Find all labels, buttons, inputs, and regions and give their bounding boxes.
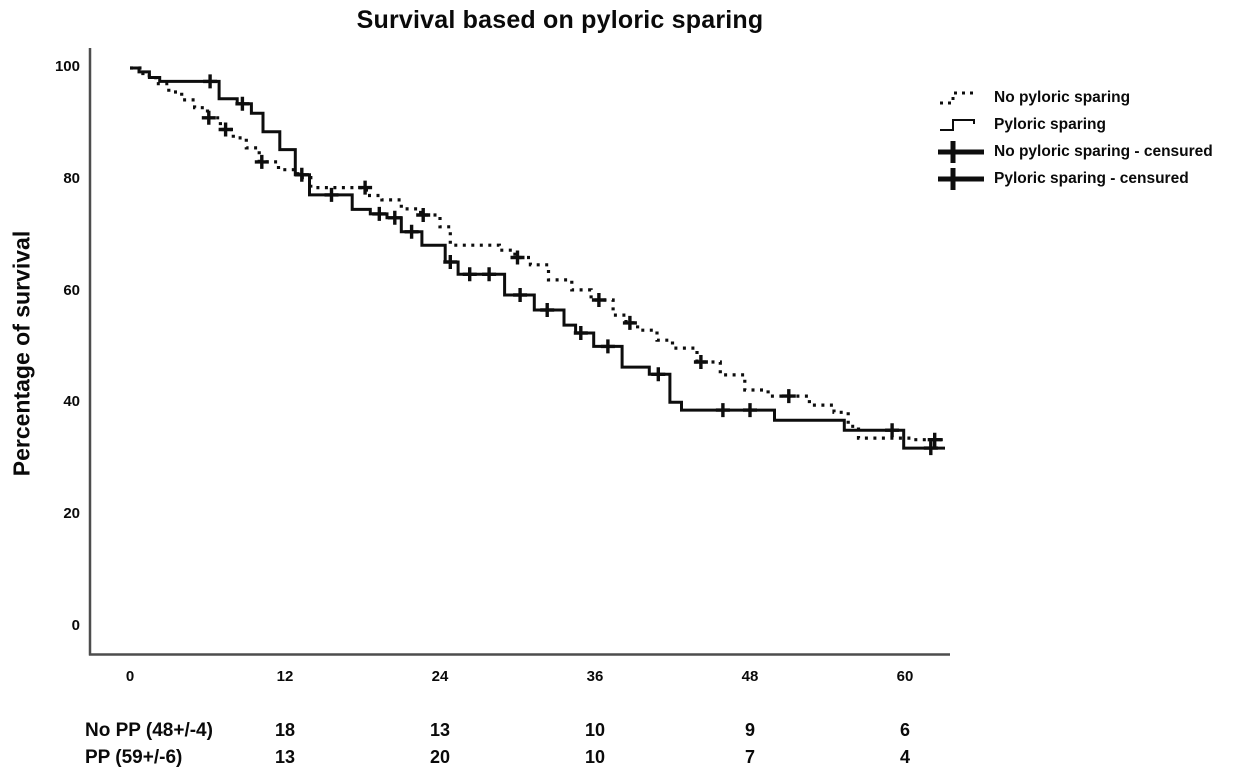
censor-mark [254, 154, 269, 169]
solid-step-line-icon [940, 118, 975, 131]
x-tick-48: 48 [741, 668, 759, 685]
chart-title: Survival based on pyloric sparing [356, 6, 764, 34]
risk-row-label-pp: PP (59+/-6) [85, 747, 183, 768]
x-tick-36: 36 [586, 668, 604, 685]
y-tick-80: 80 [63, 170, 80, 187]
censor-mark [416, 208, 431, 222]
series-dotted [130, 66, 948, 442]
legend-label: No pyloric sparing [994, 88, 1131, 106]
censor-mark [651, 367, 666, 382]
risk-count: 6 [899, 720, 910, 740]
censor-mark [573, 326, 588, 340]
censor-mark [404, 224, 419, 239]
censor-mark [443, 255, 458, 269]
x-tick-60: 60 [896, 668, 914, 685]
censor-plus-icon [938, 140, 984, 163]
legend-label: No pyloric sparing - censured [994, 142, 1213, 160]
censor-mark [324, 187, 339, 202]
risk-count: 13 [429, 720, 451, 740]
y-tick-100: 100 [54, 58, 80, 75]
censor-plus-icon [938, 167, 984, 190]
censor-mark [715, 403, 730, 418]
censor-mark [372, 206, 387, 221]
risk-count: 13 [274, 747, 296, 767]
dotted-step-line-icon [940, 91, 978, 104]
axis-lines [88, 48, 950, 656]
censor-mark [591, 293, 606, 307]
y-tick-20: 20 [63, 505, 80, 522]
censor-mark [622, 315, 637, 330]
x-tick-24: 24 [431, 668, 449, 685]
y-tick-0: 0 [71, 617, 80, 634]
legend-item-no-pyloric-sparing-censured: No pyloric sparing - censured [938, 138, 1213, 165]
series-solid [130, 66, 945, 450]
x-tick-12: 12 [276, 668, 294, 685]
censor-mark [358, 180, 373, 195]
censor-mark [693, 355, 708, 369]
censor-mark [201, 110, 216, 125]
risk-count: 4 [899, 747, 910, 767]
censor-mark [387, 210, 402, 225]
risk-count: 7 [744, 747, 755, 767]
legend-item-pyloric-sparing: Pyloric sparing [938, 111, 1213, 138]
censor-mark [235, 96, 250, 111]
risk-count: 20 [429, 747, 451, 767]
censor-mark [203, 74, 218, 89]
censor-mark [510, 250, 525, 265]
censor-mark [927, 432, 942, 447]
risk-row-label-no-pp: No PP (48+/-4) [85, 720, 213, 741]
risk-count: 10 [584, 747, 606, 767]
censor-mark [294, 167, 309, 182]
legend-item-no-pyloric-sparing: No pyloric sparing [938, 84, 1213, 111]
censor-mark [482, 267, 497, 282]
risk-count: 9 [744, 720, 755, 740]
censor-mark [540, 303, 555, 317]
legend-label: Pyloric sparing [994, 115, 1106, 133]
censor-mark [885, 423, 900, 438]
risk-count: 10 [584, 720, 606, 740]
censor-mark [462, 267, 477, 282]
risk-count: 18 [274, 720, 296, 740]
censor-mark [743, 403, 757, 418]
censor-mark [600, 339, 615, 354]
legend-label: Pyloric sparing - censured [994, 169, 1189, 187]
censor-mark [513, 288, 528, 302]
y-tick-60: 60 [63, 282, 80, 299]
censor-mark [923, 441, 938, 456]
legend-item-pyloric-sparing-censured: Pyloric sparing - censured [938, 165, 1213, 192]
x-tick-0: 0 [125, 668, 135, 685]
censor-mark [781, 389, 796, 404]
y-tick-40: 40 [63, 393, 80, 410]
censor-mark [218, 122, 233, 137]
legend: No pyloric sparing Pyloric sparing No py… [938, 84, 1213, 192]
